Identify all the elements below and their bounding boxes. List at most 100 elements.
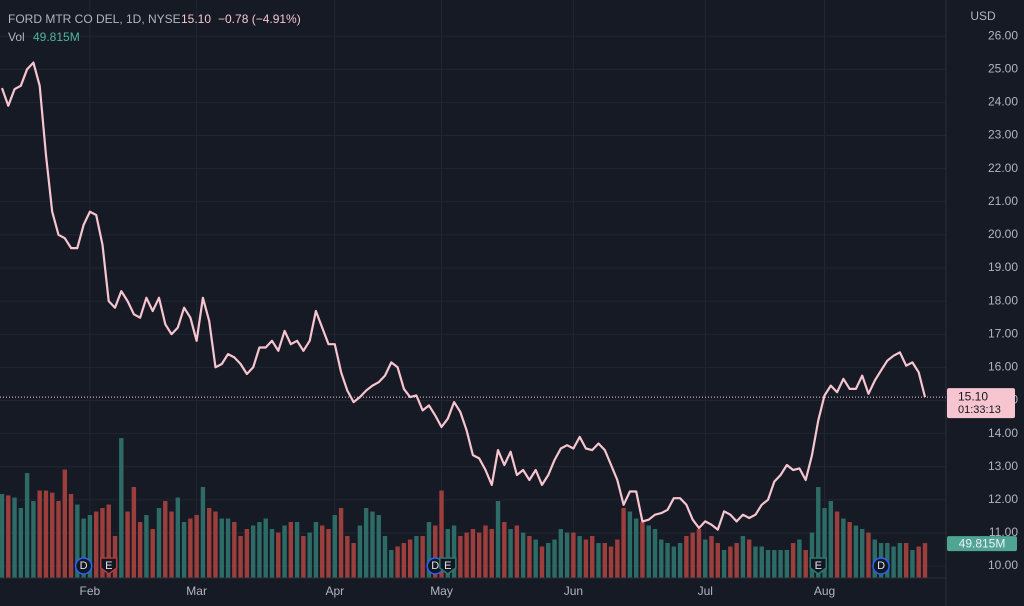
volume-bar (263, 518, 268, 578)
volume-bar (740, 536, 746, 578)
y-tick-label: 10.00 (988, 558, 1018, 572)
volume-bar (514, 525, 520, 578)
event-label: E (444, 560, 451, 572)
volume-bar (866, 532, 871, 578)
volume-bar (288, 522, 294, 578)
volume-bar (320, 525, 325, 578)
volume-bar (426, 522, 432, 578)
volume-bar (81, 518, 86, 578)
volume-bar (269, 529, 275, 578)
volume-bar (571, 532, 576, 578)
price-tag-label: 15.10 (958, 389, 988, 403)
volume-bar (665, 543, 670, 578)
symbol-title: FORD MTR CO DEL, 1D, NYSE (8, 12, 181, 26)
volume-bar (150, 529, 155, 578)
volume-bar (809, 532, 815, 578)
volume-bar (125, 511, 130, 578)
volume-bar (721, 550, 727, 578)
volume-bar (903, 543, 909, 578)
volume-bar (765, 550, 771, 578)
volume-bar (841, 518, 846, 578)
volume-bar (12, 497, 17, 578)
volume-bar (200, 487, 206, 578)
y-tick-label: 13.00 (988, 459, 1018, 473)
volume-bar (910, 550, 915, 578)
price-change: −0.78 (−4.91%) (218, 12, 301, 26)
volume-bar (207, 508, 212, 578)
volume-bar (891, 546, 896, 578)
volume-bar (357, 525, 363, 578)
volume-bar (56, 501, 61, 578)
volume-bar (853, 525, 859, 578)
volume-bar (709, 536, 714, 578)
volume-bar (87, 515, 93, 578)
volume-bar (238, 536, 243, 578)
volume-bar (194, 515, 199, 578)
volume-bar (232, 522, 237, 578)
volume-bar (43, 490, 49, 578)
volume-bar (175, 497, 181, 578)
volume-bar (451, 525, 457, 578)
volume-bar (696, 529, 702, 578)
event-marker (99, 557, 118, 575)
volume-bar (583, 539, 589, 578)
volume-bar (489, 529, 494, 578)
volume-value: 49.815M (33, 30, 80, 44)
volume-bar (407, 539, 413, 578)
volume-bar (169, 511, 174, 578)
volume-bar (759, 546, 764, 578)
volume-bar (646, 525, 651, 578)
volume-bar (728, 546, 733, 578)
x-tick-label: Mar (186, 584, 207, 598)
volume-bar (137, 522, 143, 578)
volume-bar (527, 536, 532, 578)
volume-bar (778, 550, 783, 578)
price-line (0, 61, 927, 531)
currency: USD (970, 9, 996, 23)
volume-bar (520, 532, 526, 578)
volume-bar (483, 525, 488, 578)
volume-bar (922, 543, 928, 578)
volume-bar (156, 508, 162, 578)
volume-bar (621, 508, 626, 578)
volume-bar (734, 543, 739, 578)
volume-bar (0, 494, 5, 578)
volume-bar (112, 536, 118, 578)
x-tick-label: May (430, 584, 453, 598)
volume-bar (326, 529, 331, 578)
y-tick-label: 22.00 (988, 161, 1018, 175)
volume-bar (50, 492, 55, 578)
volume-bar (225, 518, 231, 578)
y-tick-label: 19.00 (988, 260, 1018, 274)
volume-tag-label: 49.815M (959, 536, 1006, 550)
volume-bar (753, 546, 758, 578)
volume-bar (495, 501, 501, 578)
volume-bar (916, 546, 921, 578)
volume-bar (652, 529, 658, 578)
y-tick-label: 26.00 (988, 28, 1018, 42)
volume-bar (24, 473, 30, 578)
volume-bar (37, 490, 42, 578)
volume-bar (659, 539, 664, 578)
event-label: D (80, 560, 88, 572)
volume-bar (615, 539, 620, 578)
volume-bar (828, 501, 834, 578)
volume-bar (62, 469, 67, 578)
volume-bar (244, 529, 250, 578)
volume-bar (558, 529, 564, 578)
volume-bar (784, 550, 790, 578)
volume-bar (445, 529, 451, 578)
volume-bar (703, 539, 708, 578)
volume-bar (420, 536, 425, 578)
price-tag (947, 388, 1015, 419)
volume-bar (131, 487, 137, 578)
x-tick-label: Jul (698, 584, 713, 598)
volume-bar (508, 529, 513, 578)
event-label: D (877, 560, 885, 572)
y-tick-label: 14.00 (988, 426, 1018, 440)
volume-bar (627, 511, 633, 578)
volume-bar (414, 536, 419, 578)
y-tick-label: 17.00 (988, 326, 1018, 340)
volume-bar (533, 539, 538, 578)
